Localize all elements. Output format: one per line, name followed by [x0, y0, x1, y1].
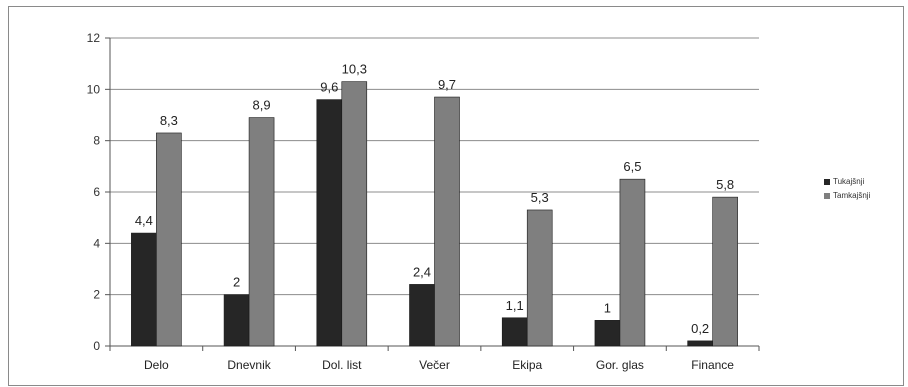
bar-series-2 [619, 178, 646, 347]
legend-item-series-1: Tukajšnji [824, 175, 870, 189]
y-tick-label: 10 [87, 82, 101, 96]
bar-series-1 [316, 99, 343, 347]
data-label-series-1: 2 [233, 275, 240, 290]
bar-series-1 [687, 340, 713, 347]
bar-series-2 [341, 81, 368, 347]
x-tick-label: Gor. glas [596, 358, 644, 372]
bar-series-2 [156, 132, 182, 347]
y-tick-label: 0 [93, 339, 100, 353]
data-label-series-1: 4,4 [135, 213, 153, 228]
legend-label-series-2: Tamkajšnji [833, 191, 871, 200]
bar-series-2 [712, 196, 738, 347]
data-label-series-1: 1,1 [506, 298, 524, 313]
bar-series-2 [526, 209, 553, 347]
x-tick-label: Dnevnik [227, 358, 271, 372]
y-tick-label: 8 [93, 134, 100, 148]
legend-label-series-1: Tukajšnji [833, 177, 865, 186]
bar-series-1 [223, 294, 250, 347]
data-label-series-2: 5,8 [716, 177, 734, 192]
legend-swatch-series-2 [824, 193, 830, 199]
legend: Tukajšnji Tamkajšnji [824, 175, 870, 203]
y-tick-label: 4 [93, 236, 100, 250]
bar-series-2 [434, 96, 460, 347]
y-tick-label: 6 [93, 185, 100, 199]
data-label-series-2: 10,3 [342, 62, 367, 77]
data-label-series-1: 9,6 [320, 80, 338, 95]
data-label-series-1: 0,2 [691, 321, 709, 336]
data-label-series-2: 6,5 [623, 159, 641, 174]
y-tick-label: 12 [87, 31, 101, 45]
x-tick-label: Dol. list [322, 358, 362, 372]
legend-swatch-series-1 [824, 179, 830, 185]
bar-series-1 [409, 284, 435, 347]
bar-series-2 [248, 117, 275, 347]
data-label-series-1: 2,4 [413, 264, 431, 279]
bar-chart: 4,48,328,99,610,32,49,71,15,316,50,25,8 … [87, 31, 760, 372]
chart-frame: 4,4 8,3 2 8,9 9,6 10,3 2,4 9,7 1,1 5,3 1 6,5 0,2 5,8 … [8, 6, 904, 386]
x-tick-label: Ekipa [512, 358, 542, 372]
data-labels: 4,4 8,3 2 8,9 9,6 10,3 2,4 9,7 1,1 5,3 1 6,5 0,2 5,8 [135, 62, 734, 336]
x-tick-label: Večer [419, 358, 450, 372]
bars [131, 81, 738, 347]
legend-item-series-2: Tamkajšnji [824, 189, 870, 203]
data-label-series-2: 5,3 [531, 190, 549, 205]
bar-series-1 [501, 317, 528, 347]
x-tick-label: Finance [691, 358, 734, 372]
x-tick-label: Delo [144, 358, 169, 372]
y-tick-label: 2 [93, 288, 100, 302]
data-label-series-2: 8,3 [160, 113, 178, 128]
data-label-series-2: 9,7 [438, 77, 456, 92]
bar-series-1 [131, 232, 157, 347]
data-label-series-1: 1 [604, 300, 611, 315]
bar-series-1 [594, 320, 621, 347]
data-label-series-2: 8,9 [253, 98, 271, 113]
